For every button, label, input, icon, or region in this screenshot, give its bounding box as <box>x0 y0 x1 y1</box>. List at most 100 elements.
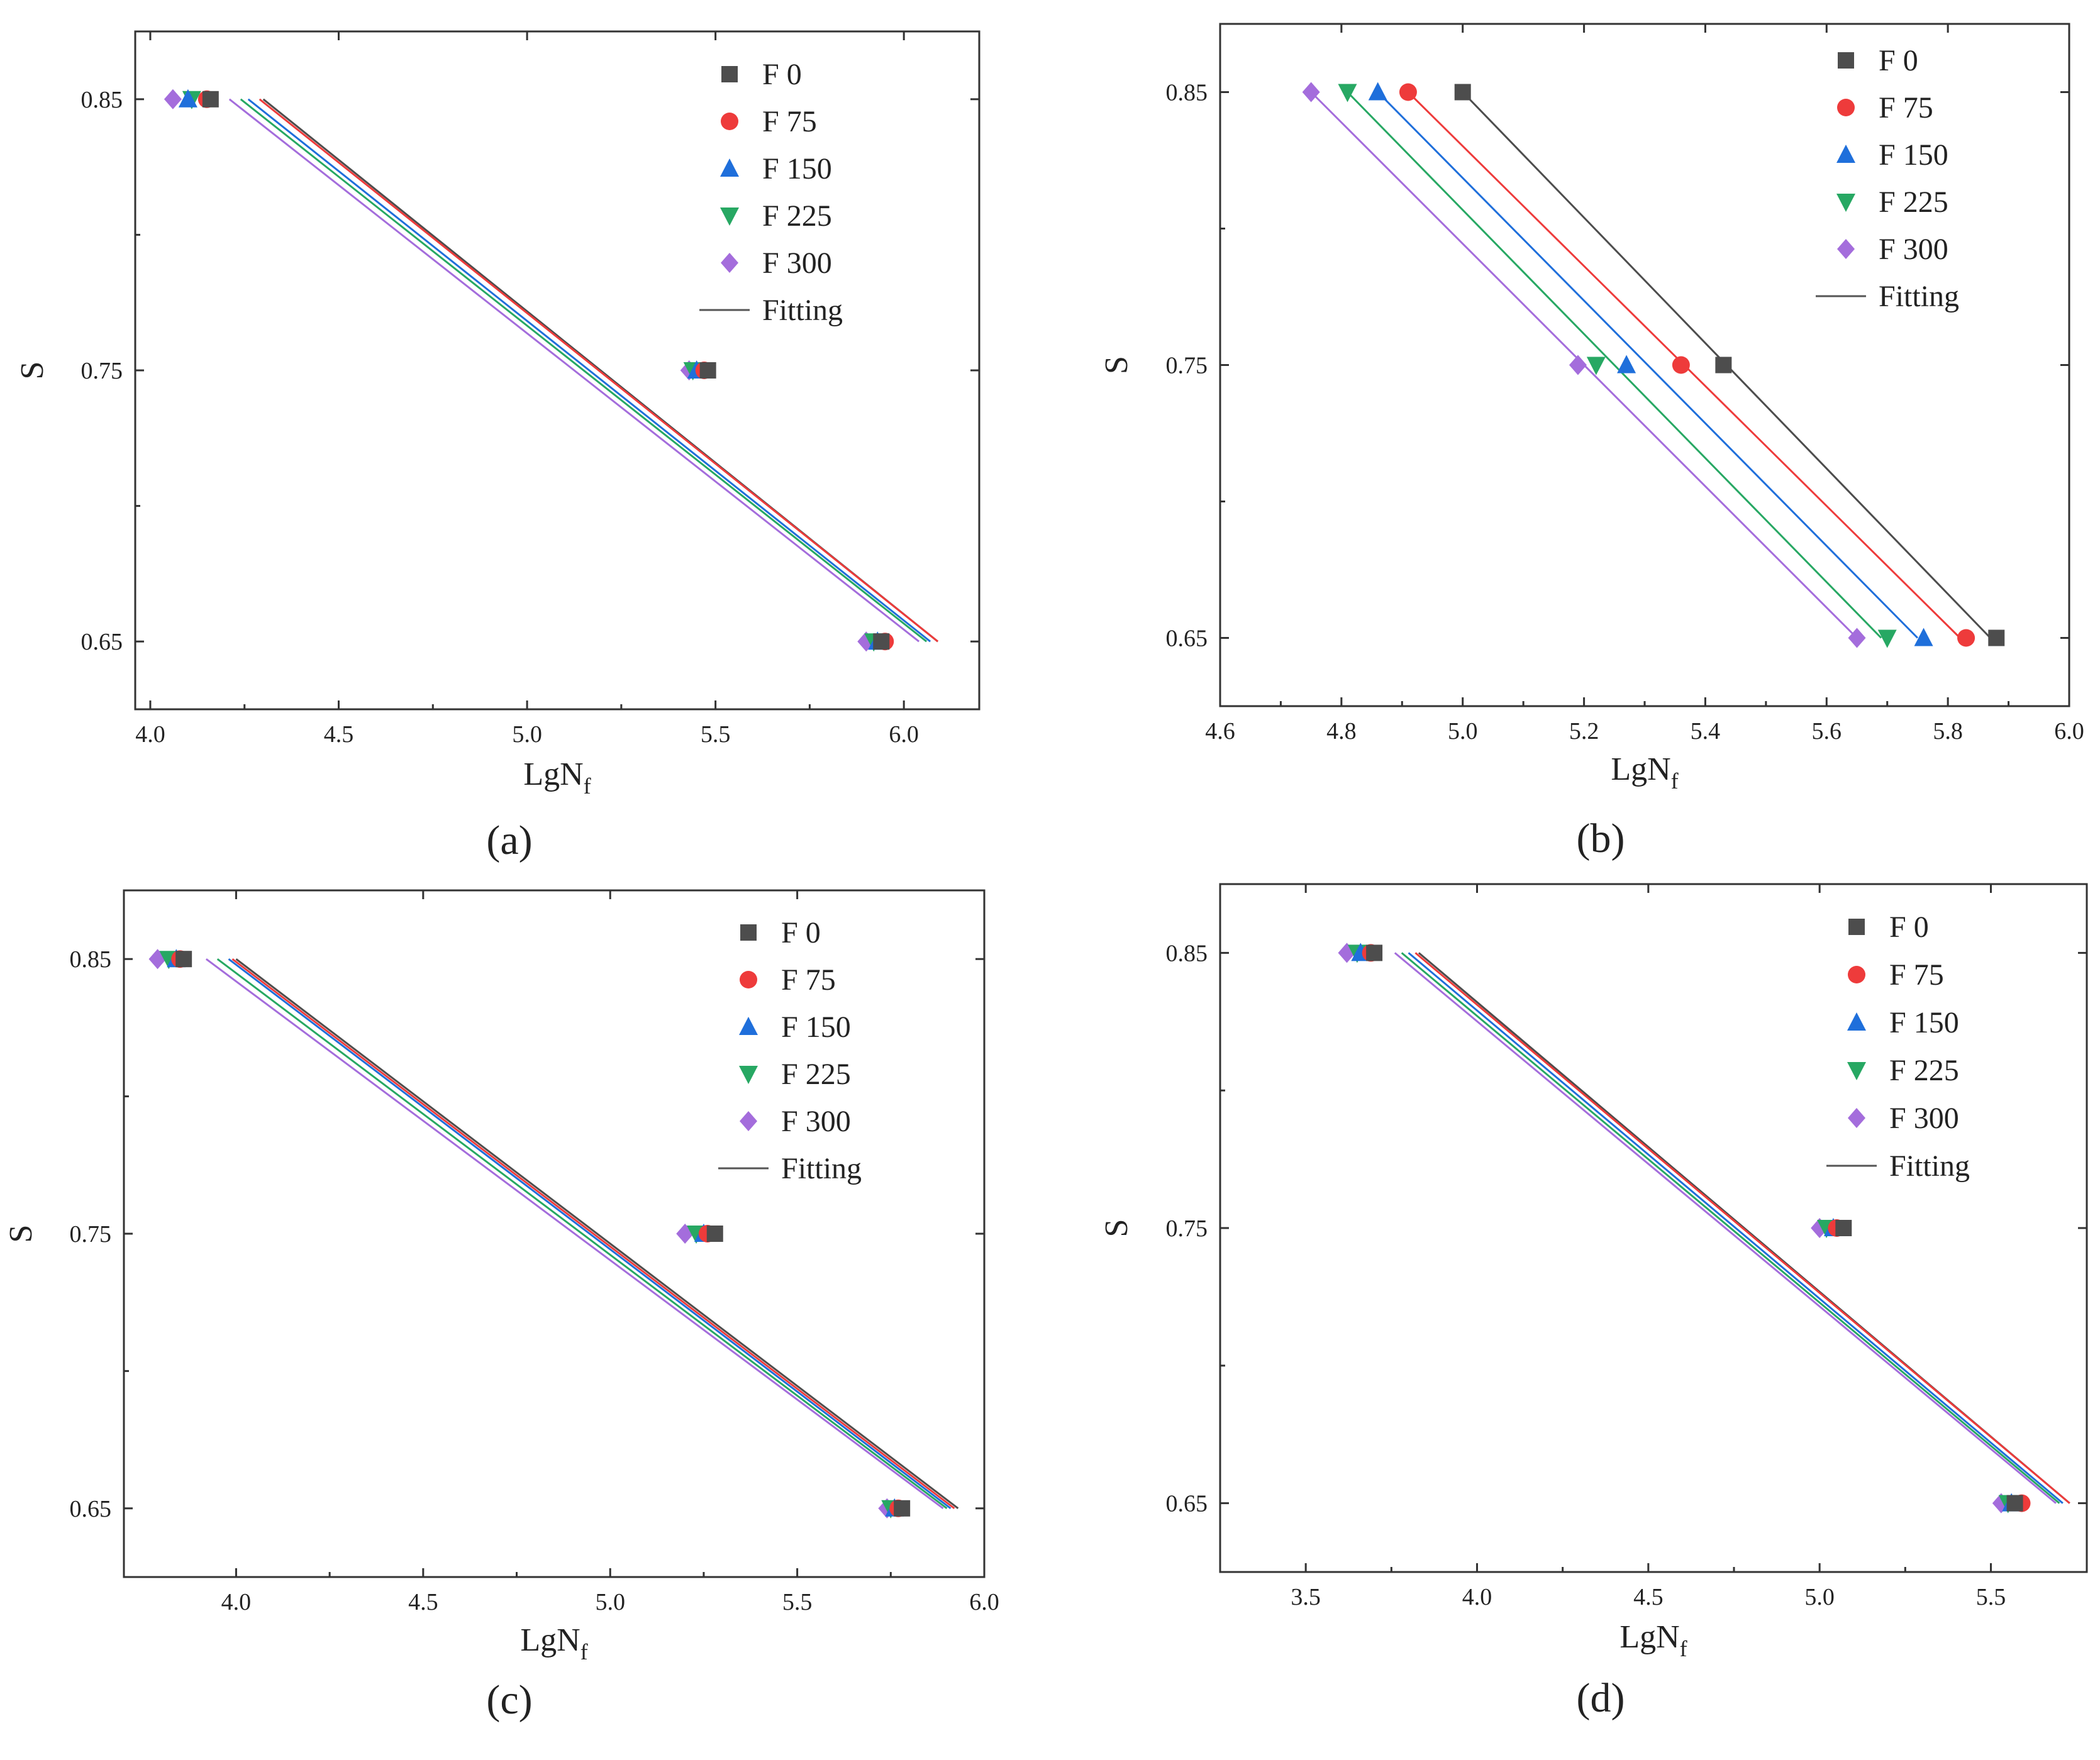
plot-frame <box>1219 883 2088 1573</box>
legend-marker-f0 <box>1838 52 1854 69</box>
y-tick-label: 0.85 <box>81 87 123 113</box>
data-point-f150 <box>1368 82 1387 101</box>
data-point-f300 <box>1848 628 1866 648</box>
fit-line-f225 <box>1347 91 1882 639</box>
x-axis-label-subscript: f <box>1680 1636 1687 1661</box>
data-point-f300 <box>164 89 182 109</box>
data-point-f75 <box>1957 629 1975 647</box>
legend-label: F 0 <box>1889 910 1929 944</box>
y-axis-label: S <box>14 362 50 380</box>
legend-label: F 75 <box>1889 958 1944 992</box>
x-axis-label-main: LgN <box>1619 1619 1679 1655</box>
plot-frame <box>134 30 981 711</box>
legend-label: Fitting <box>1879 280 1959 313</box>
panel-caption: (d) <box>1577 1675 1625 1721</box>
x-axis-label: LgNf <box>1611 751 1678 794</box>
fit-line-f225 <box>1401 952 2060 1504</box>
y-axis-label: S <box>1099 1219 1135 1237</box>
legend-marker-f225 <box>1836 194 1855 212</box>
data-point-f0 <box>706 1226 723 1242</box>
fit-line-f75 <box>1414 952 2070 1504</box>
legend-label: F 300 <box>1879 233 1948 266</box>
legend-marker-f75 <box>740 971 757 988</box>
x-tick-label: 5.5 <box>782 1589 813 1615</box>
data-point-f0 <box>894 1500 911 1517</box>
x-axis-label-subscript: f <box>584 773 591 799</box>
y-tick-label: 0.85 <box>70 946 112 973</box>
x-tick-label: 6.0 <box>2054 718 2084 744</box>
legend-label: Fitting <box>781 1152 862 1185</box>
x-axis-label-main: LgN <box>520 1622 580 1658</box>
x-axis-label-subscript: f <box>581 1639 588 1664</box>
x-tick-label: 5.2 <box>1569 718 1599 744</box>
plot-frame <box>1219 23 2070 707</box>
legend-label: F 0 <box>1879 44 1918 77</box>
x-tick-label: 3.5 <box>1291 1584 1321 1610</box>
legend-marker-f300 <box>1837 239 1855 259</box>
legend: F 0 F 75 F 150 F 225 F 300 Fitting <box>1826 910 1970 1183</box>
panel-caption: (c) <box>486 1677 532 1723</box>
y-tick-label: 0.65 <box>81 629 123 655</box>
legend: F 0 F 75 F 150 F 225 F 300 Fitting <box>1816 44 1959 313</box>
y-axis-label: S <box>1099 356 1135 374</box>
data-point-f0 <box>699 362 716 379</box>
y-tick-label: 0.85 <box>1166 940 1208 966</box>
fit-line-f150 <box>1377 91 1918 639</box>
legend-marker-f300 <box>1848 1108 1865 1128</box>
legend-label: F 300 <box>1889 1102 1959 1135</box>
x-tick-label: 4.8 <box>1326 718 1357 744</box>
data-point-f150 <box>178 89 197 108</box>
fit-line-f0 <box>235 958 959 1509</box>
data-point-f225 <box>1586 357 1606 375</box>
legend-label: F 225 <box>1889 1054 1959 1087</box>
y-tick-label: 0.65 <box>1166 626 1208 652</box>
x-axis-label-main: LgN <box>1611 751 1670 787</box>
data-point-f0 <box>873 633 890 650</box>
legend-marker-f75 <box>1848 966 1865 983</box>
legend-label: F 225 <box>781 1058 851 1091</box>
x-axis-label: LgNf <box>523 756 591 799</box>
x-axis-label-main: LgN <box>523 756 583 792</box>
fit-line-f75 <box>231 958 955 1509</box>
data-point-f300 <box>1569 355 1587 375</box>
legend-marker-f225 <box>739 1066 758 1084</box>
data-point-f225 <box>1877 629 1897 648</box>
legend-marker-f150 <box>720 158 739 177</box>
x-tick-label: 5.5 <box>701 721 731 748</box>
legend-marker-f225 <box>720 208 739 226</box>
fit-line-f75 <box>258 98 939 643</box>
legend-marker-f0 <box>1848 919 1865 935</box>
data-point-f0 <box>1715 357 1732 374</box>
legend-label: Fitting <box>1889 1149 1970 1183</box>
legend-label: Fitting <box>762 294 843 327</box>
x-axis-label-subscript: f <box>1671 768 1679 794</box>
x-axis-label: LgNf <box>520 1622 587 1664</box>
legend-marker-f150 <box>1836 145 1855 163</box>
data-point-f75 <box>1672 356 1690 374</box>
legend-label: F 150 <box>781 1010 851 1044</box>
x-tick-label: 5.5 <box>1976 1584 2006 1610</box>
data-point-f0 <box>1835 1220 1852 1236</box>
legend-label: F 75 <box>781 963 836 997</box>
x-tick-label: 5.4 <box>1691 718 1721 744</box>
x-tick-label: 5.0 <box>512 721 542 748</box>
x-tick-label: 4.5 <box>408 1589 438 1615</box>
x-axis-label: LgNf <box>1619 1619 1687 1661</box>
legend-marker-f0 <box>721 66 738 82</box>
y-tick-label: 0.85 <box>1166 80 1208 106</box>
x-tick-label: 5.0 <box>1804 1584 1835 1610</box>
x-tick-label: 4.0 <box>135 721 165 748</box>
legend-label: F 225 <box>1879 185 1948 219</box>
y-tick-label: 0.75 <box>1166 1215 1208 1242</box>
legend-label: F 0 <box>781 916 821 949</box>
legend-marker-f150 <box>1847 1012 1866 1031</box>
chart-panel-b: 4.6 4.8 5.0 5.2 5.4 5.6 5.8 6.0 0.65 0.75 0.85 LgNf… <box>1099 23 2084 861</box>
x-tick-label: 5.0 <box>1448 718 1478 744</box>
y-tick-label: 0.65 <box>70 1496 112 1522</box>
panel-caption: (a) <box>486 817 532 863</box>
legend-label: F 0 <box>762 58 802 91</box>
legend-marker-f75 <box>1837 99 1855 116</box>
